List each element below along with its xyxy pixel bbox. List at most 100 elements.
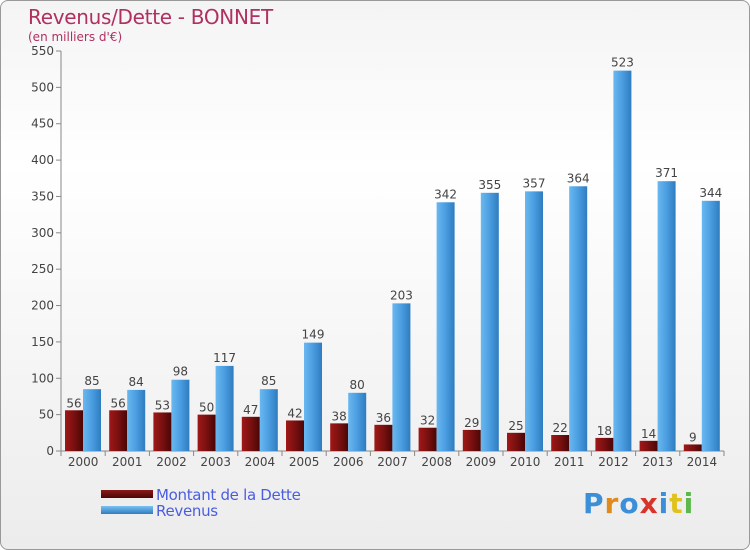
bar-revenus xyxy=(525,191,543,451)
x-tick-label: 2003 xyxy=(200,455,231,469)
chart-title: Revenus/Dette - BONNET xyxy=(28,5,273,29)
bar-revenus xyxy=(569,186,588,452)
data-label-revenus: 364 xyxy=(567,171,590,185)
x-tick-label: 2011 xyxy=(554,455,585,469)
bar-dette xyxy=(153,412,172,451)
x-tick-label: 2007 xyxy=(377,455,408,469)
bar-dette xyxy=(418,427,437,451)
y-tick-label: 150 xyxy=(31,335,54,349)
bar-dette xyxy=(330,423,349,451)
data-label-revenus: 84 xyxy=(129,375,144,389)
bar-dette xyxy=(374,424,393,451)
bar-dette xyxy=(551,435,570,451)
bar-revenus xyxy=(436,202,455,451)
bar-revenus xyxy=(171,379,190,451)
bar-revenus xyxy=(215,365,234,451)
y-tick-label: 250 xyxy=(31,262,54,276)
legend-label-revenus: Revenus xyxy=(156,502,218,520)
y-tick-label: 550 xyxy=(31,44,54,58)
bar-dette xyxy=(286,420,304,451)
logo-letter: o xyxy=(619,487,640,520)
data-label-revenus: 85 xyxy=(261,374,276,388)
logo-letter: P xyxy=(583,487,605,520)
bar-revenus xyxy=(613,70,632,452)
legend-swatch-dette xyxy=(101,490,153,498)
bar-revenus xyxy=(701,200,720,451)
y-tick-label: 100 xyxy=(31,371,54,385)
data-label-dette: 22 xyxy=(553,421,568,435)
bar-dette xyxy=(197,414,216,451)
logo-letter: i xyxy=(683,487,695,520)
data-label-revenus: 149 xyxy=(302,328,325,342)
bar-revenus xyxy=(392,303,411,451)
bar-dette xyxy=(639,440,658,451)
data-label-dette: 47 xyxy=(243,403,258,417)
bar-dette xyxy=(241,416,260,451)
x-tick-label: 2000 xyxy=(68,455,99,469)
data-label-dette: 42 xyxy=(287,406,302,420)
data-label-revenus: 98 xyxy=(173,365,188,379)
legend-swatch-revenus xyxy=(101,506,153,514)
bar-revenus xyxy=(657,181,676,451)
data-label-dette: 36 xyxy=(376,411,391,425)
x-tick-label: 2010 xyxy=(510,455,541,469)
x-tick-label: 2005 xyxy=(289,455,320,469)
data-label-revenus: 85 xyxy=(84,374,99,388)
x-tick-label: 2008 xyxy=(421,455,452,469)
data-label-revenus: 80 xyxy=(350,378,365,392)
data-label-dette: 14 xyxy=(641,427,656,441)
bar-revenus xyxy=(348,392,367,451)
y-tick-label: 200 xyxy=(31,299,54,313)
bar-revenus xyxy=(127,389,146,451)
data-label-dette: 25 xyxy=(508,419,523,433)
y-tick-label: 450 xyxy=(31,117,54,131)
chart-subtitle: (en milliers d'€) xyxy=(28,30,123,44)
bar-dette xyxy=(507,432,525,451)
data-label-dette: 29 xyxy=(464,416,479,430)
logo-letter: t xyxy=(669,487,684,520)
bar-revenus xyxy=(259,389,278,451)
data-label-revenus: 203 xyxy=(390,288,413,302)
y-tick-label: 300 xyxy=(31,226,54,240)
bar-dette xyxy=(683,444,702,451)
bar-revenus xyxy=(480,192,499,451)
data-label-dette: 38 xyxy=(332,409,347,423)
data-label-dette: 32 xyxy=(420,414,435,428)
data-label-dette: 56 xyxy=(66,396,81,410)
x-tick-label: 2009 xyxy=(466,455,497,469)
data-label-revenus: 523 xyxy=(611,56,634,70)
x-tick-label: 2006 xyxy=(333,455,364,469)
bar-dette xyxy=(65,410,83,451)
data-label-dette: 9 xyxy=(689,430,697,444)
bar-dette xyxy=(462,429,481,451)
proxiti-logo: Proxiti xyxy=(583,487,694,520)
bar-dette xyxy=(109,410,128,451)
logo-letter: x xyxy=(639,487,659,520)
logo-letter: r xyxy=(604,487,620,520)
data-label-revenus: 371 xyxy=(655,166,678,180)
y-tick-label: 350 xyxy=(31,189,54,203)
x-tick-label: 2002 xyxy=(156,455,187,469)
data-label-dette: 53 xyxy=(155,398,170,412)
data-label-revenus: 117 xyxy=(213,351,236,365)
data-label-dette: 56 xyxy=(111,396,126,410)
y-tick-label: 500 xyxy=(31,80,54,94)
data-label-dette: 18 xyxy=(597,424,612,438)
data-label-dette: 50 xyxy=(199,401,214,415)
x-tick-label: 2014 xyxy=(687,455,718,469)
y-tick-label: 400 xyxy=(31,153,54,167)
x-tick-label: 2013 xyxy=(642,455,673,469)
data-label-revenus: 357 xyxy=(523,176,546,190)
bar-dette xyxy=(595,437,614,451)
data-label-revenus: 344 xyxy=(699,186,722,200)
data-label-revenus: 342 xyxy=(434,187,457,201)
logo-letter: i xyxy=(658,487,670,520)
y-tick-label: 0 xyxy=(46,444,54,458)
bar-revenus xyxy=(304,342,322,451)
bar-revenus xyxy=(83,389,101,451)
legend-label-dette: Montant de la Dette xyxy=(156,486,301,504)
data-label-revenus: 355 xyxy=(478,178,501,192)
y-tick-label: 50 xyxy=(39,408,54,422)
